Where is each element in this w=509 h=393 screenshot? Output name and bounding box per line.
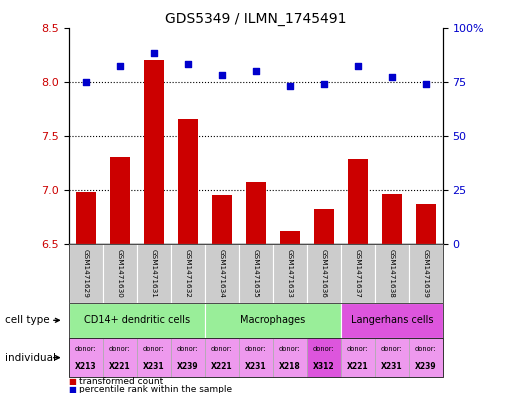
Point bbox=[184, 61, 192, 67]
Text: transformed count: transformed count bbox=[79, 378, 163, 386]
Bar bbox=[75, 192, 96, 244]
Text: GSM1471638: GSM1471638 bbox=[389, 249, 395, 298]
Point bbox=[388, 74, 396, 80]
Bar bbox=[416, 204, 436, 244]
Text: donor:: donor: bbox=[279, 346, 301, 352]
Bar bbox=[109, 157, 130, 244]
Text: X221: X221 bbox=[347, 362, 369, 371]
Text: percentile rank within the sample: percentile rank within the sample bbox=[79, 385, 232, 393]
Bar bbox=[103, 244, 137, 303]
Text: GSM1471631: GSM1471631 bbox=[151, 249, 157, 298]
Text: donor:: donor: bbox=[177, 346, 199, 352]
Bar bbox=[409, 338, 443, 377]
Point bbox=[116, 63, 124, 70]
Text: GSM1471633: GSM1471633 bbox=[287, 249, 293, 298]
Point bbox=[218, 72, 226, 78]
Point bbox=[354, 63, 362, 70]
Text: Langerhans cells: Langerhans cells bbox=[351, 315, 433, 325]
Text: GSM1471635: GSM1471635 bbox=[253, 249, 259, 298]
Text: GSM1471629: GSM1471629 bbox=[83, 249, 89, 298]
Text: X239: X239 bbox=[177, 362, 199, 371]
Bar bbox=[239, 244, 273, 303]
Text: X312: X312 bbox=[313, 362, 334, 371]
Bar bbox=[137, 244, 171, 303]
Bar bbox=[205, 338, 239, 377]
Text: CD14+ dendritic cells: CD14+ dendritic cells bbox=[83, 315, 190, 325]
Text: donor:: donor: bbox=[381, 346, 403, 352]
Bar bbox=[205, 244, 239, 303]
Text: GSM1471639: GSM1471639 bbox=[423, 249, 429, 298]
Text: GSM1471637: GSM1471637 bbox=[355, 249, 361, 298]
Text: donor:: donor: bbox=[211, 346, 233, 352]
Bar bbox=[212, 195, 232, 244]
Bar bbox=[171, 338, 205, 377]
Text: donor:: donor: bbox=[347, 346, 369, 352]
Text: GSM1471630: GSM1471630 bbox=[117, 249, 123, 298]
Text: X231: X231 bbox=[245, 362, 267, 371]
Text: donor:: donor: bbox=[75, 346, 97, 352]
Point bbox=[150, 50, 158, 57]
Bar bbox=[273, 244, 307, 303]
Bar bbox=[341, 338, 375, 377]
Text: GSM1471634: GSM1471634 bbox=[219, 249, 225, 298]
Bar bbox=[409, 244, 443, 303]
Point bbox=[251, 68, 260, 74]
Point bbox=[422, 81, 430, 87]
Text: individual: individual bbox=[5, 353, 56, 363]
Text: X231: X231 bbox=[381, 362, 403, 371]
Bar bbox=[69, 244, 103, 303]
Bar bbox=[69, 338, 103, 377]
Point bbox=[286, 83, 294, 89]
Text: X221: X221 bbox=[211, 362, 233, 371]
Bar bbox=[103, 338, 137, 377]
Bar bbox=[341, 244, 375, 303]
Bar bbox=[348, 159, 368, 244]
Bar bbox=[314, 209, 334, 244]
Text: ■: ■ bbox=[69, 385, 76, 393]
Text: GSM1471636: GSM1471636 bbox=[321, 249, 327, 298]
Text: GSM1471632: GSM1471632 bbox=[185, 249, 191, 298]
Text: ■: ■ bbox=[69, 378, 76, 386]
Text: Macrophages: Macrophages bbox=[240, 315, 305, 325]
Bar bbox=[245, 182, 266, 244]
Bar bbox=[239, 338, 273, 377]
Text: donor:: donor: bbox=[143, 346, 164, 352]
Text: X231: X231 bbox=[143, 362, 164, 371]
Bar bbox=[137, 338, 171, 377]
Bar bbox=[375, 338, 409, 377]
Bar bbox=[279, 231, 300, 244]
Bar bbox=[171, 244, 205, 303]
Text: X239: X239 bbox=[415, 362, 437, 371]
Bar bbox=[382, 194, 402, 244]
Text: donor:: donor: bbox=[415, 346, 437, 352]
Text: X218: X218 bbox=[279, 362, 301, 371]
Bar bbox=[178, 119, 198, 244]
Text: X213: X213 bbox=[75, 362, 97, 371]
Bar bbox=[144, 60, 164, 244]
Bar bbox=[341, 303, 443, 338]
Bar bbox=[307, 338, 341, 377]
Bar bbox=[375, 244, 409, 303]
Text: donor:: donor: bbox=[109, 346, 130, 352]
Text: X221: X221 bbox=[109, 362, 130, 371]
Title: GDS5349 / ILMN_1745491: GDS5349 / ILMN_1745491 bbox=[165, 13, 347, 26]
Point bbox=[320, 81, 328, 87]
Bar bbox=[69, 303, 205, 338]
Bar bbox=[307, 244, 341, 303]
Text: donor:: donor: bbox=[245, 346, 267, 352]
Bar bbox=[273, 338, 307, 377]
Point bbox=[81, 78, 90, 84]
Text: cell type: cell type bbox=[5, 315, 50, 325]
Text: donor:: donor: bbox=[313, 346, 334, 352]
Bar bbox=[205, 303, 341, 338]
